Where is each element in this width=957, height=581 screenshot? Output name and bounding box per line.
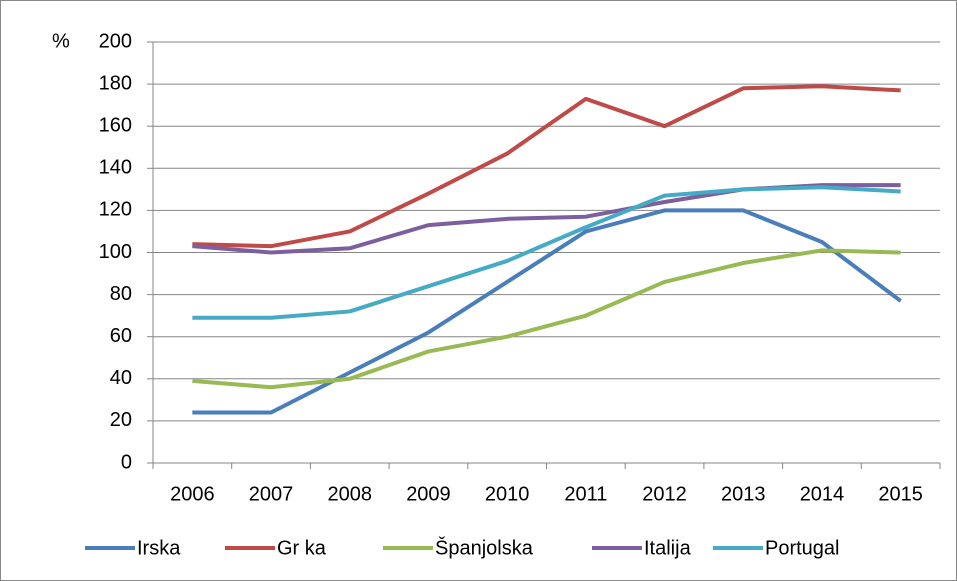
y-tick-label: 0: [121, 451, 132, 473]
y-tick-label: 160: [99, 114, 132, 136]
y-tick-label: 20: [110, 409, 132, 431]
legend-label: Španjolska: [435, 536, 534, 559]
y-tick-label: 120: [99, 199, 132, 221]
y-unit-label: %: [52, 30, 70, 52]
x-tick-label: 2010: [485, 483, 530, 505]
y-tick-label: 40: [110, 367, 132, 389]
x-tick-label: 2011: [564, 483, 607, 505]
legend-label: Italija: [644, 537, 692, 559]
legend-label: Portugal: [765, 537, 840, 559]
x-tick-label: 2009: [406, 483, 451, 505]
y-tick-label: 60: [110, 325, 132, 347]
legend-label: Gr ka: [277, 537, 327, 559]
x-tick-label: 2013: [721, 483, 766, 505]
x-tick-label: 2012: [642, 483, 687, 505]
y-tick-label: 100: [99, 241, 132, 263]
x-tick-label: 2008: [328, 483, 373, 505]
x-tick-label: 2006: [170, 483, 215, 505]
series-line: [192, 185, 901, 320]
legend-label: Irska: [137, 537, 181, 559]
x-tick-label: 2015: [878, 483, 923, 505]
series-line: [192, 208, 902, 415]
x-tick-label: 2007: [249, 483, 294, 505]
y-tick-label: 180: [99, 72, 132, 94]
y-tick-label: 200: [99, 30, 132, 52]
y-tick-label: 80: [110, 283, 132, 305]
series-line: [192, 248, 901, 390]
x-tick-label: 2014: [800, 483, 845, 505]
series-line: [192, 84, 901, 249]
y-tick-label: 140: [99, 157, 132, 179]
